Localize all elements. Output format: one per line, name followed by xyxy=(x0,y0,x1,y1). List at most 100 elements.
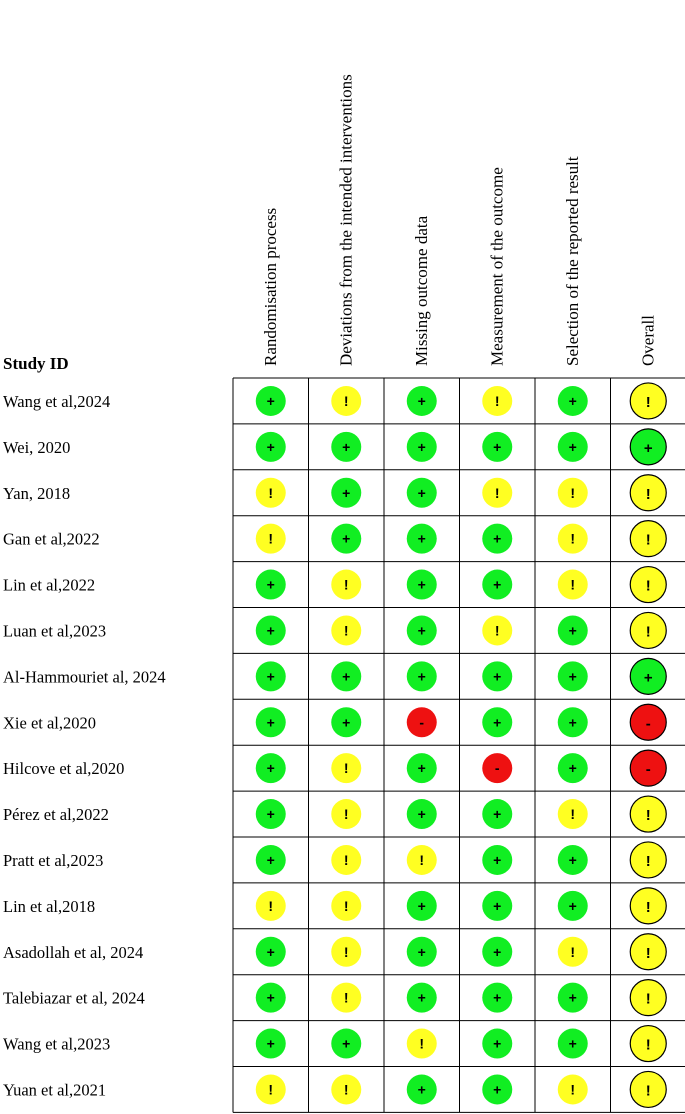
rating-circle xyxy=(331,431,362,462)
rating-symbol: + xyxy=(418,1081,426,1097)
rating-symbol: + xyxy=(342,439,350,455)
study-label: Pérez et al,2022 xyxy=(3,805,109,824)
rating-circle xyxy=(406,982,437,1013)
column-header-selection-of-the-reported-result: Selection of the reported result xyxy=(563,156,582,366)
column-headers: Randomisation process Deviations from the… xyxy=(261,74,658,366)
rating-circle xyxy=(255,523,286,554)
rating-cell-some: ! xyxy=(629,795,667,833)
rating-circle xyxy=(331,385,362,416)
rating-symbol: ! xyxy=(646,578,651,595)
rating-symbol: + xyxy=(418,806,426,822)
rating-cell-low: + xyxy=(406,982,437,1013)
rating-cell-some: ! xyxy=(331,890,362,921)
rating-circle xyxy=(482,707,513,738)
rating-cell-low: + xyxy=(255,936,286,967)
rating-cell-some: ! xyxy=(255,477,286,508)
rating-circle xyxy=(557,431,588,462)
rating-cell-some: ! xyxy=(629,887,667,925)
rating-cell-low: + xyxy=(482,523,513,554)
rating-symbol: ! xyxy=(268,898,273,914)
rating-symbol: + xyxy=(493,668,501,684)
rating-circle xyxy=(406,1074,437,1105)
rating-circle xyxy=(629,1070,667,1109)
rating-cell-some: ! xyxy=(557,569,588,600)
rating-circle xyxy=(331,1074,362,1105)
rating-circle xyxy=(482,385,513,416)
rating-cell-low: + xyxy=(557,431,588,462)
rating-circle xyxy=(255,661,286,692)
rating-cell-low: + xyxy=(482,799,513,830)
study-labels: Wang et al,2024 Wei, 2020 Yan, 2018 Gan et … xyxy=(3,392,166,1099)
rating-symbol: + xyxy=(569,714,577,730)
rating-symbol: + xyxy=(493,577,501,593)
rating-cell-low: + xyxy=(331,523,362,554)
rating-cell-low: + xyxy=(406,936,437,967)
rating-circle xyxy=(255,431,286,462)
rating-symbol: + xyxy=(569,1036,577,1052)
rating-circle xyxy=(629,474,667,512)
rating-cell-low: + xyxy=(482,890,513,921)
rating-cell-some: ! xyxy=(629,382,667,420)
rating-cell-low: + xyxy=(331,661,362,692)
rating-cell-low: + xyxy=(406,523,437,554)
rating-symbol: ! xyxy=(344,622,349,638)
rating-circle xyxy=(629,841,667,879)
rating-circle xyxy=(629,795,667,833)
rating-symbol: ! xyxy=(419,1036,424,1052)
rating-symbol: + xyxy=(493,852,501,868)
rating-symbol: ! xyxy=(268,485,273,501)
rating-cell-some: ! xyxy=(406,1028,437,1059)
rating-circle xyxy=(255,982,286,1013)
rating-circle xyxy=(255,569,286,600)
rating-cell-low: + xyxy=(406,569,437,600)
rating-cell-some: ! xyxy=(629,979,667,1017)
rating-circle xyxy=(482,890,513,921)
study-label: Al-Hammouriet al, 2024 xyxy=(3,667,166,686)
rating-cell-some: ! xyxy=(557,477,588,508)
rating-symbol: ! xyxy=(344,760,349,776)
rating-symbol: ! xyxy=(570,1081,575,1097)
rating-cell-some: ! xyxy=(557,1074,588,1105)
rating-circle xyxy=(557,1074,588,1105)
rating-symbol: ! xyxy=(344,852,349,868)
rating-circle xyxy=(255,844,286,875)
rating-cell-low: + xyxy=(557,707,588,738)
rating-cell-low: + xyxy=(557,753,588,784)
rating-symbol: + xyxy=(644,440,653,457)
rating-symbol: + xyxy=(569,393,577,409)
rating-cell-low: + xyxy=(331,1028,362,1059)
rating-circle xyxy=(482,982,513,1013)
rating-circle xyxy=(331,523,362,554)
rating-circle xyxy=(482,844,513,875)
rating-circle xyxy=(629,749,667,787)
rating-cell-low: + xyxy=(406,890,437,921)
rating-circle xyxy=(629,520,667,558)
rating-circle xyxy=(629,1024,667,1063)
rating-circle xyxy=(255,1028,286,1059)
rating-cell-low: + xyxy=(255,661,286,692)
study-label: Yuan et al,2021 xyxy=(3,1080,106,1099)
column-header-measurement-of-the-outcome: Measurement of the outcome xyxy=(487,167,506,366)
rating-circle xyxy=(406,936,437,967)
rating-symbol: ! xyxy=(646,853,651,870)
rating-cell-some: ! xyxy=(255,890,286,921)
rating-cell-low: + xyxy=(255,569,286,600)
rating-cell-some: ! xyxy=(482,615,513,646)
rating-symbol: ! xyxy=(646,532,651,549)
rating-circle xyxy=(331,844,362,875)
rating-circle xyxy=(406,615,437,646)
rating-circle xyxy=(557,890,588,921)
rating-symbol: + xyxy=(569,898,577,914)
rating-symbol: + xyxy=(569,852,577,868)
rating-cell-some: ! xyxy=(482,477,513,508)
rating-symbol: + xyxy=(267,393,275,409)
rating-circle xyxy=(629,565,667,604)
rating-circle xyxy=(557,799,588,830)
rating-circle xyxy=(482,1028,513,1059)
rating-circle xyxy=(331,799,362,830)
rating-circle xyxy=(557,661,588,692)
rating-cell-some: ! xyxy=(629,841,667,879)
rating-cell-some: ! xyxy=(331,569,362,600)
rating-cell-low: + xyxy=(406,1074,437,1105)
